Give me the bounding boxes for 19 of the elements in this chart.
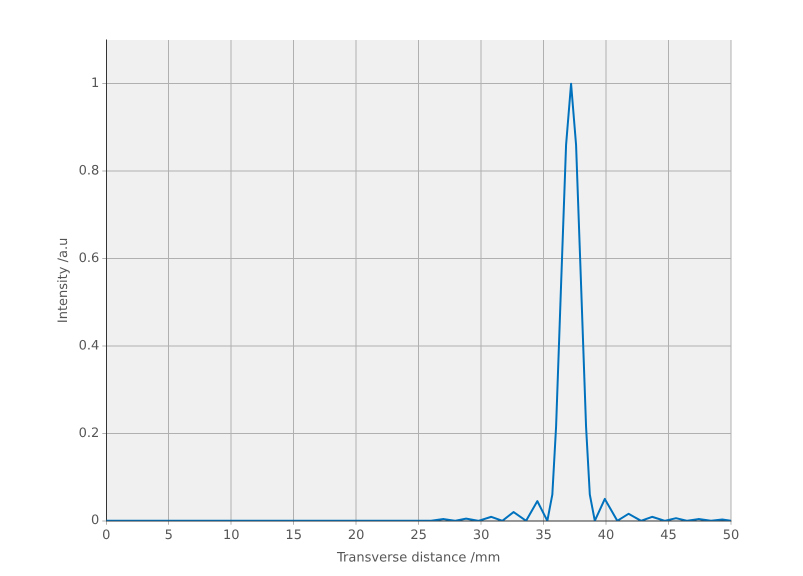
x-tick-label: 35 [535, 528, 552, 543]
y-tick-label: 1 [90, 76, 100, 92]
x-tick-label: 0 [102, 528, 110, 543]
x-tick-label: 5 [164, 528, 173, 543]
x-tick-label: 45 [660, 528, 677, 543]
x-tick-label: 25 [410, 528, 427, 543]
x-tick-label: 50 [722, 528, 740, 543]
y-axis-title: Intensity /a.u [56, 238, 72, 324]
x-tick-label: 15 [285, 528, 302, 543]
x-tick-label: 40 [598, 528, 614, 543]
y-tick-label: 0.2 [78, 426, 100, 441]
y-tick-label: 0.8 [78, 164, 100, 178]
x-tick-label: 20 [348, 528, 364, 543]
x-tick-label: 10 [222, 528, 240, 543]
x-tick-label: 30 [472, 528, 490, 543]
y-tick-label: 0.6 [78, 250, 100, 266]
y-tick-label: 0 [90, 513, 100, 528]
x-axis-title: Transverse distance /mm [336, 550, 500, 566]
y-tick-label: 0.4 [78, 338, 100, 354]
